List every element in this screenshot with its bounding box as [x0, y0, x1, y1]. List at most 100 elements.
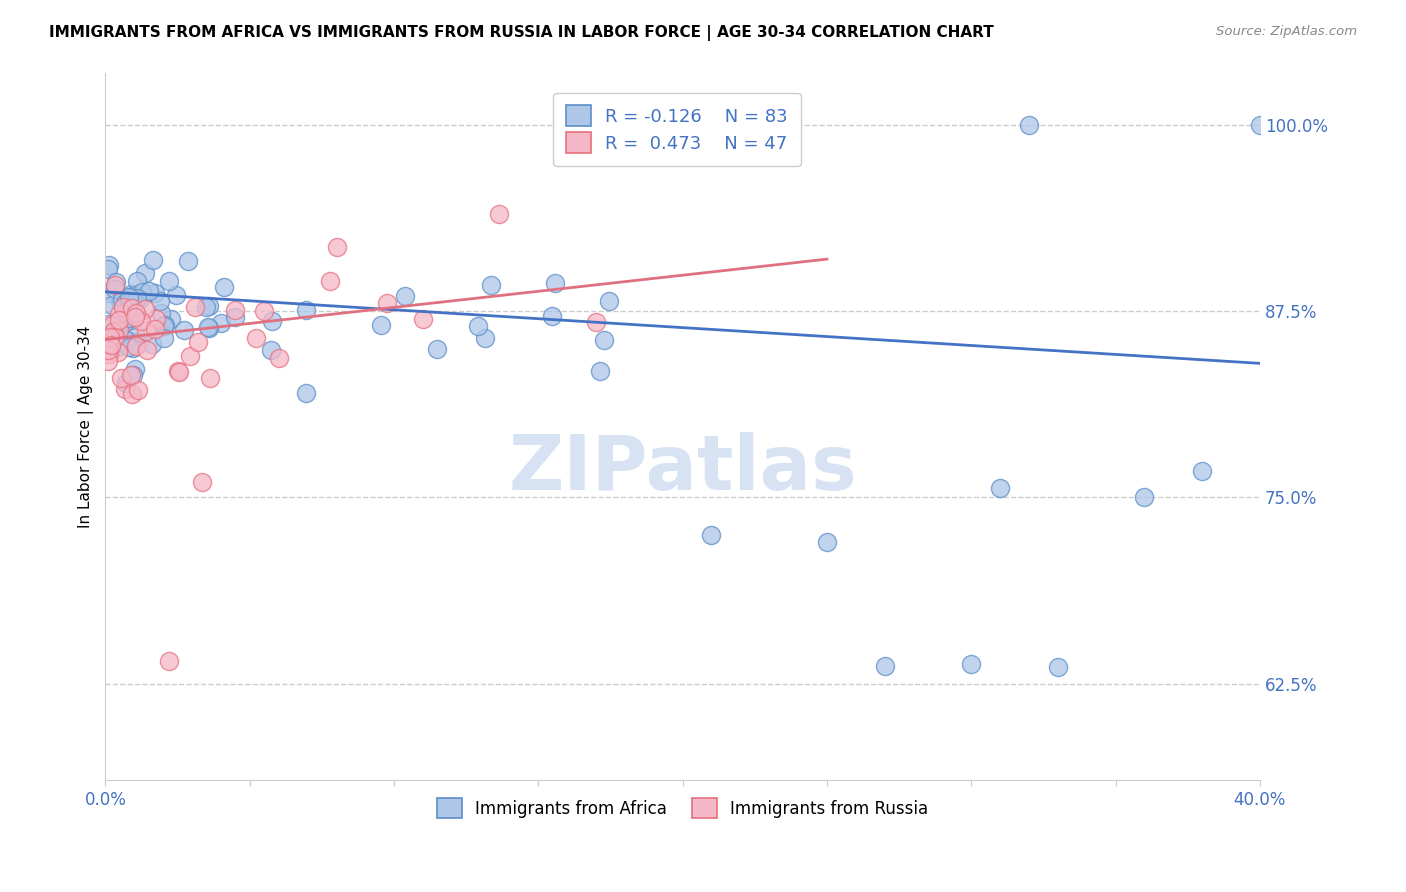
Point — [294, 386, 316, 401]
Point — [394, 289, 416, 303]
Point — [124, 326, 146, 341]
Point — [179, 349, 201, 363]
Point — [197, 319, 219, 334]
Point — [157, 654, 180, 668]
Point — [107, 323, 129, 337]
Point — [173, 323, 195, 337]
Point — [194, 300, 217, 314]
Point — [111, 300, 134, 314]
Point — [135, 343, 157, 357]
Point — [135, 324, 157, 338]
Point — [112, 316, 135, 330]
Point — [97, 343, 120, 358]
Point — [118, 340, 141, 354]
Point — [128, 334, 150, 349]
Point — [1018, 118, 1040, 132]
Point — [153, 318, 176, 333]
Point — [149, 294, 172, 309]
Point — [544, 276, 567, 290]
Point — [253, 304, 276, 318]
Point — [150, 306, 173, 320]
Legend: Immigrants from Africa, Immigrants from Russia: Immigrants from Africa, Immigrants from … — [430, 791, 935, 825]
Point — [114, 333, 136, 347]
Point — [101, 326, 124, 340]
Point — [224, 302, 246, 317]
Point — [479, 278, 502, 293]
Point — [103, 324, 125, 338]
Point — [131, 285, 153, 300]
Point — [110, 371, 132, 385]
Point — [165, 288, 187, 302]
Point — [267, 351, 290, 365]
Point — [108, 338, 131, 352]
Point — [121, 341, 143, 355]
Point — [104, 275, 127, 289]
Point — [988, 482, 1011, 496]
Point — [120, 334, 142, 348]
Point — [127, 383, 149, 397]
Point — [107, 344, 129, 359]
Point — [157, 274, 180, 288]
Point — [125, 338, 148, 352]
Point — [143, 322, 166, 336]
Point — [134, 266, 156, 280]
Point — [488, 207, 510, 221]
Point — [134, 301, 156, 316]
Point — [224, 310, 246, 324]
Point — [593, 334, 616, 348]
Point — [120, 368, 142, 382]
Point — [104, 277, 127, 292]
Point — [138, 284, 160, 298]
Point — [474, 331, 496, 345]
Point — [97, 285, 120, 300]
Point — [128, 292, 150, 306]
Point — [115, 376, 138, 390]
Point — [101, 318, 124, 333]
Point — [1046, 660, 1069, 674]
Point — [412, 311, 434, 326]
Point — [370, 318, 392, 332]
Point — [467, 319, 489, 334]
Point — [105, 323, 128, 337]
Point — [145, 312, 167, 326]
Point — [700, 527, 723, 541]
Point — [97, 258, 120, 272]
Point — [1133, 491, 1156, 505]
Point — [259, 343, 281, 357]
Text: Source: ZipAtlas.com: Source: ZipAtlas.com — [1216, 25, 1357, 38]
Point — [117, 302, 139, 317]
Point — [98, 329, 121, 343]
Point — [108, 293, 131, 308]
Text: IMMIGRANTS FROM AFRICA VS IMMIGRANTS FROM RUSSIA IN LABOR FORCE | AGE 30-34 CORR: IMMIGRANTS FROM AFRICA VS IMMIGRANTS FRO… — [49, 25, 994, 41]
Point — [143, 286, 166, 301]
Point — [212, 280, 235, 294]
Point — [100, 338, 122, 352]
Point — [187, 334, 209, 349]
Point — [142, 252, 165, 267]
Point — [108, 334, 131, 349]
Point — [167, 365, 190, 379]
Point — [294, 302, 316, 317]
Point — [426, 342, 449, 356]
Point — [124, 310, 146, 324]
Point — [141, 336, 163, 351]
Point — [325, 240, 347, 254]
Point — [125, 306, 148, 320]
Point — [198, 299, 221, 313]
Point — [1249, 118, 1271, 132]
Point — [1191, 464, 1213, 478]
Point — [124, 361, 146, 376]
Point — [97, 317, 120, 331]
Point — [127, 274, 149, 288]
Point — [191, 475, 214, 490]
Point — [97, 354, 120, 368]
Point — [121, 387, 143, 401]
Point — [122, 368, 145, 382]
Point — [598, 293, 620, 308]
Point — [108, 313, 131, 327]
Point — [260, 313, 283, 327]
Point — [198, 320, 221, 334]
Point — [198, 371, 221, 385]
Point — [184, 300, 207, 314]
Point — [117, 290, 139, 304]
